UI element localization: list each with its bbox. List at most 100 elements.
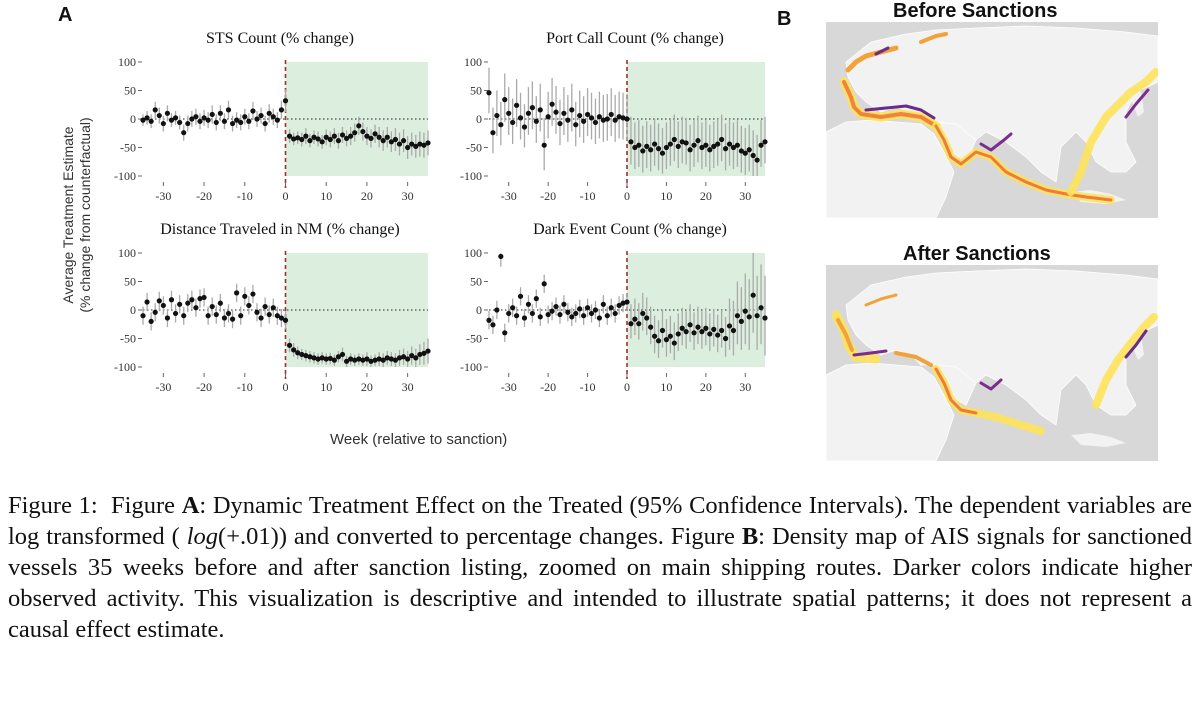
data-point	[193, 305, 199, 311]
data-point	[156, 112, 162, 119]
data-point	[490, 130, 496, 136]
data-point	[738, 318, 744, 324]
data-point	[667, 333, 673, 339]
data-point	[299, 136, 305, 143]
data-point	[711, 326, 717, 332]
data-point	[229, 316, 236, 322]
data-point	[486, 317, 492, 323]
data-point	[616, 114, 622, 120]
data-point	[339, 351, 346, 358]
data-point	[225, 107, 232, 113]
data-point	[185, 300, 191, 306]
data-point	[425, 140, 431, 146]
data-point	[703, 142, 709, 148]
data-point	[172, 115, 179, 121]
data-point	[352, 357, 358, 363]
data-point	[368, 358, 374, 364]
data-point	[160, 120, 166, 127]
data-point	[746, 147, 752, 153]
data-point	[250, 108, 256, 114]
caption-b: B	[741, 523, 759, 550]
data-point	[274, 313, 280, 319]
data-point	[663, 337, 670, 343]
data-point	[679, 139, 685, 145]
x-tick-label: 0	[283, 189, 289, 203]
y-tick-label: 0	[130, 112, 136, 126]
data-point	[549, 101, 555, 107]
data-point	[193, 114, 199, 120]
x-tick-label: 20	[700, 380, 712, 394]
data-point	[695, 138, 701, 144]
data-point	[553, 109, 559, 115]
panel-a-label: A	[58, 4, 73, 26]
data-point	[628, 139, 634, 145]
data-point	[529, 310, 535, 317]
x-tick-label: 10	[320, 380, 332, 394]
data-point	[671, 136, 677, 143]
data-point	[659, 327, 666, 334]
y-tick-label: -50	[120, 332, 136, 346]
data-point	[307, 138, 313, 144]
data-point	[400, 354, 407, 360]
caption-figure-label: Figure 1:	[8, 492, 98, 519]
data-point	[368, 135, 374, 141]
data-point	[726, 323, 733, 329]
data-point	[742, 150, 748, 156]
data-point	[506, 310, 512, 317]
data-point	[205, 117, 211, 123]
data-point	[545, 311, 551, 318]
data-point	[498, 122, 504, 128]
data-point	[144, 299, 150, 305]
data-point	[699, 329, 705, 335]
data-point	[644, 143, 650, 149]
data-point	[691, 330, 697, 336]
data-point	[348, 133, 354, 139]
data-point	[577, 112, 583, 119]
data-point	[754, 313, 760, 319]
data-point	[644, 315, 650, 321]
x-tick-label: -20	[540, 380, 556, 394]
data-point	[663, 144, 670, 151]
data-point	[561, 110, 567, 116]
data-point	[144, 115, 150, 121]
data-point	[323, 356, 329, 362]
data-point	[405, 144, 411, 151]
data-point	[209, 111, 215, 118]
data-point	[616, 302, 622, 309]
data-point	[675, 331, 681, 337]
data-point	[409, 141, 415, 147]
data-point	[596, 315, 602, 321]
data-point	[758, 305, 764, 311]
x-tick-label: 0	[624, 380, 630, 394]
data-point	[172, 310, 179, 317]
data-point	[282, 98, 289, 104]
data-point	[376, 356, 382, 362]
data-point	[372, 131, 378, 137]
data-point	[494, 307, 500, 313]
data-point	[278, 315, 285, 321]
shaded-region	[285, 253, 428, 367]
data-point	[262, 120, 268, 127]
y-axis-label: Average Treatment Estimate (% change fro…	[60, 65, 100, 365]
data-point	[229, 120, 236, 127]
data-point	[360, 357, 366, 363]
data-point	[537, 107, 543, 113]
y-axis-label-line1: Average Treatment Estimate	[60, 126, 76, 304]
figure-caption: Figure 1: Figure A: Dynamic Treatment Ef…	[8, 490, 1192, 645]
caption-fig-word-b: Figure	[670, 523, 735, 550]
data-point	[364, 133, 370, 139]
data-point	[152, 107, 158, 113]
data-point	[588, 115, 595, 121]
data-point	[675, 143, 681, 149]
data-point	[376, 134, 382, 140]
data-point	[569, 314, 575, 320]
data-point	[584, 305, 591, 311]
data-point	[286, 133, 293, 139]
data-point	[636, 321, 642, 327]
data-point	[335, 138, 342, 144]
data-point	[234, 117, 240, 123]
data-point	[315, 136, 321, 142]
x-tick-label: 30	[402, 189, 414, 203]
